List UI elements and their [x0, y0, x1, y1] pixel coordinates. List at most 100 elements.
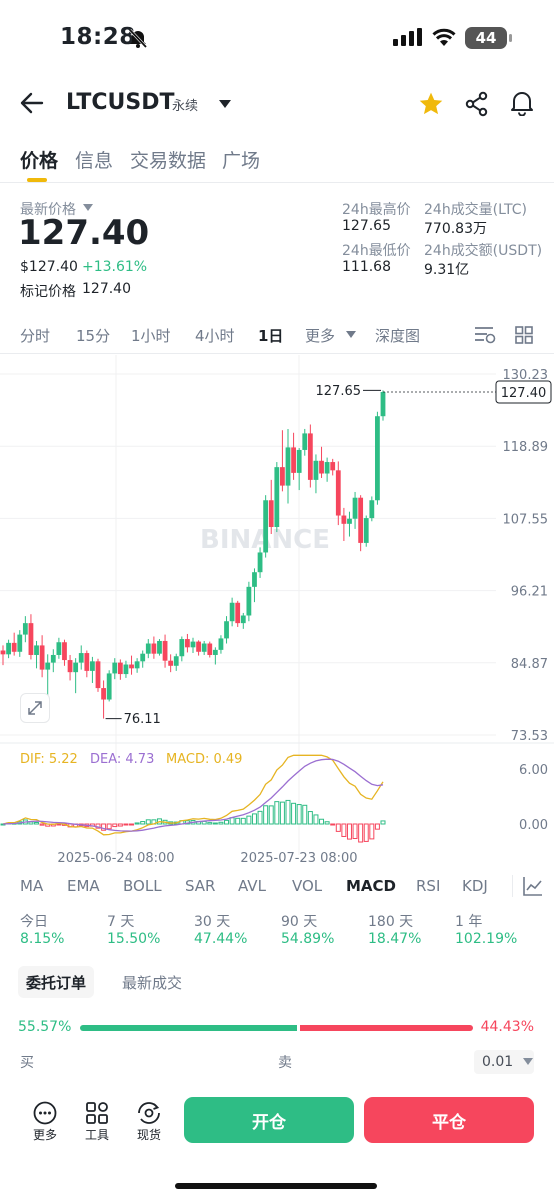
interval-1d[interactable]: 1日: [258, 327, 284, 345]
candle-body: [207, 643, 213, 655]
indicator-rsi[interactable]: RSI: [416, 877, 441, 895]
candle-body: [313, 460, 319, 480]
y-axis-label: 73.53: [511, 729, 548, 744]
macd-histogram-bar: [291, 802, 297, 825]
candle-body: [62, 642, 67, 661]
tab-square[interactable]: 广场: [222, 150, 261, 172]
candle-body: [67, 660, 73, 673]
interval-4h[interactable]: 4小时: [195, 327, 235, 345]
tab-order-book[interactable]: 委托订单: [18, 966, 95, 998]
macd-histogram-bar: [374, 823, 380, 830]
macd-histogram-bar: [129, 823, 135, 826]
indicator-sar[interactable]: SAR: [185, 877, 216, 895]
macd-histogram-bar: [235, 817, 241, 825]
interval-more[interactable]: 更多: [305, 327, 336, 345]
macd-histogram-bar: [346, 823, 352, 840]
alert-bell-icon[interactable]: [510, 90, 534, 116]
high-24h-label: 24h最高价: [342, 202, 411, 218]
buy-ratio-bar: [80, 1025, 297, 1031]
interval-15m[interactable]: 15分: [76, 327, 111, 345]
macd-dea-value: 4.73: [125, 752, 155, 767]
mark-price-value: 127.40: [82, 281, 131, 297]
open-position-button[interactable]: 开仓: [184, 1097, 354, 1143]
chart-settings-icon[interactable]: [474, 325, 496, 345]
macd-histogram-bar: [101, 823, 107, 831]
candle-body: [145, 643, 151, 654]
candle-body: [212, 649, 218, 655]
interval-time-share[interactable]: 分时: [20, 327, 51, 345]
symbol-title[interactable]: LTCUSDT: [66, 90, 175, 115]
layout-grid-icon[interactable]: [515, 326, 533, 344]
spot-label[interactable]: 现货: [137, 1128, 162, 1142]
low-marker-label: 76.11: [124, 712, 161, 727]
interval-depth-chart[interactable]: 深度图: [375, 327, 421, 345]
indicator-macd[interactable]: MACD: [346, 877, 396, 895]
macd-histogram-bar: [145, 819, 151, 825]
indicator-boll[interactable]: BOLL: [123, 877, 162, 895]
high-marker-label: 127.65: [316, 384, 362, 399]
tools-label[interactable]: 工具: [85, 1128, 110, 1142]
macd-dif-legend: DIF: 5.22: [20, 752, 78, 767]
interval-1h[interactable]: 1小时: [131, 327, 171, 345]
indicator-ema[interactable]: EMA: [67, 877, 100, 895]
candle-body: [358, 497, 364, 543]
candle-body: [235, 602, 241, 624]
share-icon[interactable]: [464, 91, 490, 117]
contract-type-label[interactable]: 永续: [172, 99, 199, 114]
precision-select[interactable]: 0.01: [474, 1050, 534, 1074]
favorite-star-icon[interactable]: [418, 91, 444, 117]
indicator-vol[interactable]: VOL: [292, 877, 323, 895]
macd-macd-legend: MACD: 0.49: [166, 752, 243, 767]
candle-body: [17, 634, 23, 652]
spot-icon[interactable]: [137, 1101, 161, 1125]
tab-latest-trades[interactable]: 最新成交: [122, 973, 183, 992]
macd-histogram-bar: [39, 823, 45, 826]
last-price-value: 127.40: [18, 213, 150, 253]
candle-body: [129, 664, 134, 669]
candle-body: [117, 662, 123, 675]
indicator-ma[interactable]: MA: [20, 877, 44, 895]
kline-chart[interactable]: BINANCE 130.23118.89107.5596.2184.8773.5…: [0, 355, 554, 875]
precision-value: 0.01: [482, 1054, 514, 1070]
macd-histogram-bar: [117, 823, 123, 827]
volume-ltc-value: 770.83万: [424, 221, 487, 237]
macd-histogram-bar: [28, 821, 34, 825]
tools-icon[interactable]: [85, 1101, 109, 1125]
symbol-dropdown-icon[interactable]: [218, 99, 232, 109]
more-icon[interactable]: [33, 1101, 57, 1125]
last-price-dropdown-icon[interactable]: [83, 204, 93, 212]
tab-price[interactable]: 价格: [20, 150, 59, 172]
candle-body: [101, 688, 106, 700]
back-arrow-icon[interactable]: [20, 92, 44, 114]
candle-body: [341, 515, 347, 524]
more-label[interactable]: 更多: [33, 1128, 58, 1142]
tab-trading-data[interactable]: 交易数据: [130, 150, 207, 172]
candle-body: [252, 572, 257, 587]
y-axis-label: 118.89: [503, 440, 549, 455]
interval-more-dropdown-icon[interactable]: [346, 331, 356, 339]
macd-dif-value: 5.22: [48, 752, 78, 767]
macd-dea-legend: DEA: 4.73: [90, 752, 155, 767]
perf-value-180d: 18.47%: [368, 931, 422, 947]
macd-histogram-bar: [56, 823, 62, 826]
candle-body: [196, 641, 201, 652]
low-24h-label: 24h最低价: [342, 243, 411, 259]
tab-info[interactable]: 信息: [75, 150, 114, 172]
macd-histogram-bar: [140, 821, 146, 825]
expand-chart-button[interactable]: [20, 693, 50, 723]
last-price-label[interactable]: 最新价格: [20, 202, 76, 218]
macd-histogram-bar: [251, 813, 257, 825]
macd-histogram-bar: [218, 821, 224, 825]
perf-value-90d: 54.89%: [281, 931, 335, 947]
candle-body: [45, 662, 51, 670]
indicator-kdj[interactable]: KDJ: [462, 877, 488, 895]
indicator-settings-icon[interactable]: [523, 876, 543, 896]
indicator-avl[interactable]: AVL: [238, 877, 266, 895]
close-position-button[interactable]: 平仓: [364, 1097, 534, 1143]
perf-label-1y: 1 年: [455, 914, 483, 930]
status-time: 18:28: [60, 24, 136, 50]
candle-body: [224, 621, 229, 639]
candle-body: [168, 660, 174, 666]
candle-body: [50, 654, 56, 663]
buy-column-label: 买: [20, 1055, 34, 1071]
